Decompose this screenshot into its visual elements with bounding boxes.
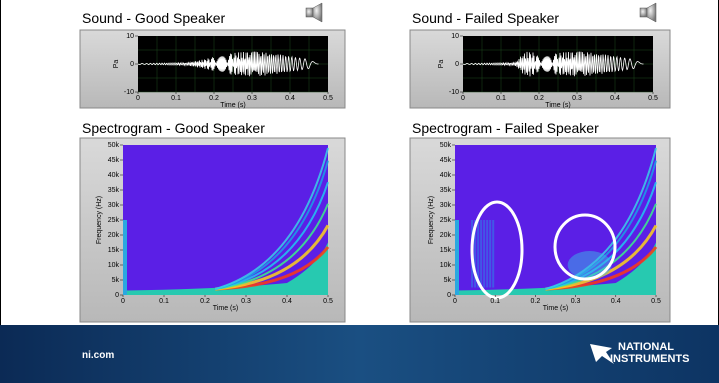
y-tick-label: 45k <box>108 157 120 164</box>
x-axis-label: Time (s) <box>220 102 245 109</box>
y-tick-label: 25k <box>108 217 120 224</box>
x-tick-label: 0.2 <box>534 95 544 102</box>
x-tick-label: 0.2 <box>531 298 541 305</box>
x-tick-label: 0.3 <box>241 298 251 305</box>
x-tick-label: 0.1 <box>496 95 506 102</box>
y-tick-label: -10 <box>124 89 134 96</box>
noise-band <box>492 220 494 288</box>
panel-title: Sound - Good Speaker <box>82 10 226 26</box>
y-axis-label: Pa <box>113 60 120 69</box>
y-tick-label: 25k <box>440 217 452 224</box>
y-tick-label: 30k <box>108 202 120 209</box>
y-tick-label: 10 <box>451 33 459 40</box>
x-axis-label: Time (s) <box>543 305 568 312</box>
panel-title: Spectrogram - Good Speaker <box>82 120 265 136</box>
y-tick-label: 20k <box>440 232 452 239</box>
x-tick-label: 0.3 <box>572 95 582 102</box>
y-tick-label: 0 <box>455 61 459 68</box>
y-axis-label: Frequency (Hz) <box>428 196 435 244</box>
y-tick-label: 5k <box>444 277 452 284</box>
y-tick-label: -10 <box>449 89 459 96</box>
x-tick-label: 0.2 <box>209 95 219 102</box>
y-tick-label: 20k <box>108 232 120 239</box>
x-tick-label: 0.1 <box>159 298 169 305</box>
y-tick-label: 50k <box>440 142 452 149</box>
x-tick-label: 0 <box>453 298 457 305</box>
y-tick-label: 10k <box>440 262 452 269</box>
x-tick-label: 0 <box>121 298 125 305</box>
x-axis-label: Time (s) <box>213 305 238 312</box>
y-tick-label: 40k <box>108 172 120 179</box>
x-tick-label: 0.3 <box>247 95 257 102</box>
x-tick-label: 0 <box>461 95 465 102</box>
noise-band <box>483 220 485 288</box>
y-tick-label: 35k <box>440 187 452 194</box>
y-tick-label: 50k <box>108 142 120 149</box>
x-tick-label: 0.1 <box>490 298 500 305</box>
y-tick-label: 0 <box>447 292 451 299</box>
x-tick-label: 0.1 <box>171 95 181 102</box>
x-tick-label: 0 <box>136 95 140 102</box>
x-tick-label: 0.4 <box>282 298 292 305</box>
spectrum-edge <box>455 220 459 295</box>
speaker-icon <box>306 3 322 22</box>
y-tick-label: 10k <box>108 262 120 269</box>
noise-band <box>489 220 491 288</box>
x-tick-label: 0.2 <box>200 298 210 305</box>
x-tick-label: 0.4 <box>611 298 621 305</box>
y-tick-label: 10 <box>126 33 134 40</box>
y-tick-label: 35k <box>108 187 120 194</box>
y-tick-label: 15k <box>108 247 120 254</box>
x-axis-label: Time (s) <box>545 102 570 109</box>
x-tick-label: 0.5 <box>651 298 661 305</box>
x-tick-label: 0.5 <box>323 95 333 102</box>
x-tick-label: 0.5 <box>323 298 333 305</box>
y-tick-label: 45k <box>440 157 452 164</box>
y-axis-label: Pa <box>438 60 445 69</box>
y-axis-label: Frequency (Hz) <box>96 196 103 244</box>
y-tick-label: 0 <box>115 292 119 299</box>
logo-text: NATIONAL <box>618 341 674 353</box>
panel-title: Sound - Failed Speaker <box>412 10 559 26</box>
logo-text: INSTRUMENTS <box>610 353 689 365</box>
panel-title: Spectrogram - Failed Speaker <box>412 120 599 136</box>
spectrum-edge <box>123 220 127 295</box>
y-tick-label: 5k <box>112 277 120 284</box>
footer-url: ni.com <box>82 350 114 361</box>
y-tick-label: 0 <box>130 61 134 68</box>
noise-blob <box>568 251 612 279</box>
y-tick-label: 40k <box>440 172 452 179</box>
noise-band <box>486 220 488 288</box>
slide: Sound - Good Speaker-1001000.10.20.30.40… <box>0 0 719 383</box>
y-tick-label: 15k <box>440 247 452 254</box>
x-tick-label: 0.4 <box>285 95 295 102</box>
speaker-icon <box>640 3 656 22</box>
x-tick-label: 0.5 <box>648 95 658 102</box>
noise-band <box>480 220 482 288</box>
y-tick-label: 30k <box>440 202 452 209</box>
x-tick-label: 0.4 <box>610 95 620 102</box>
x-tick-label: 0.3 <box>571 298 581 305</box>
